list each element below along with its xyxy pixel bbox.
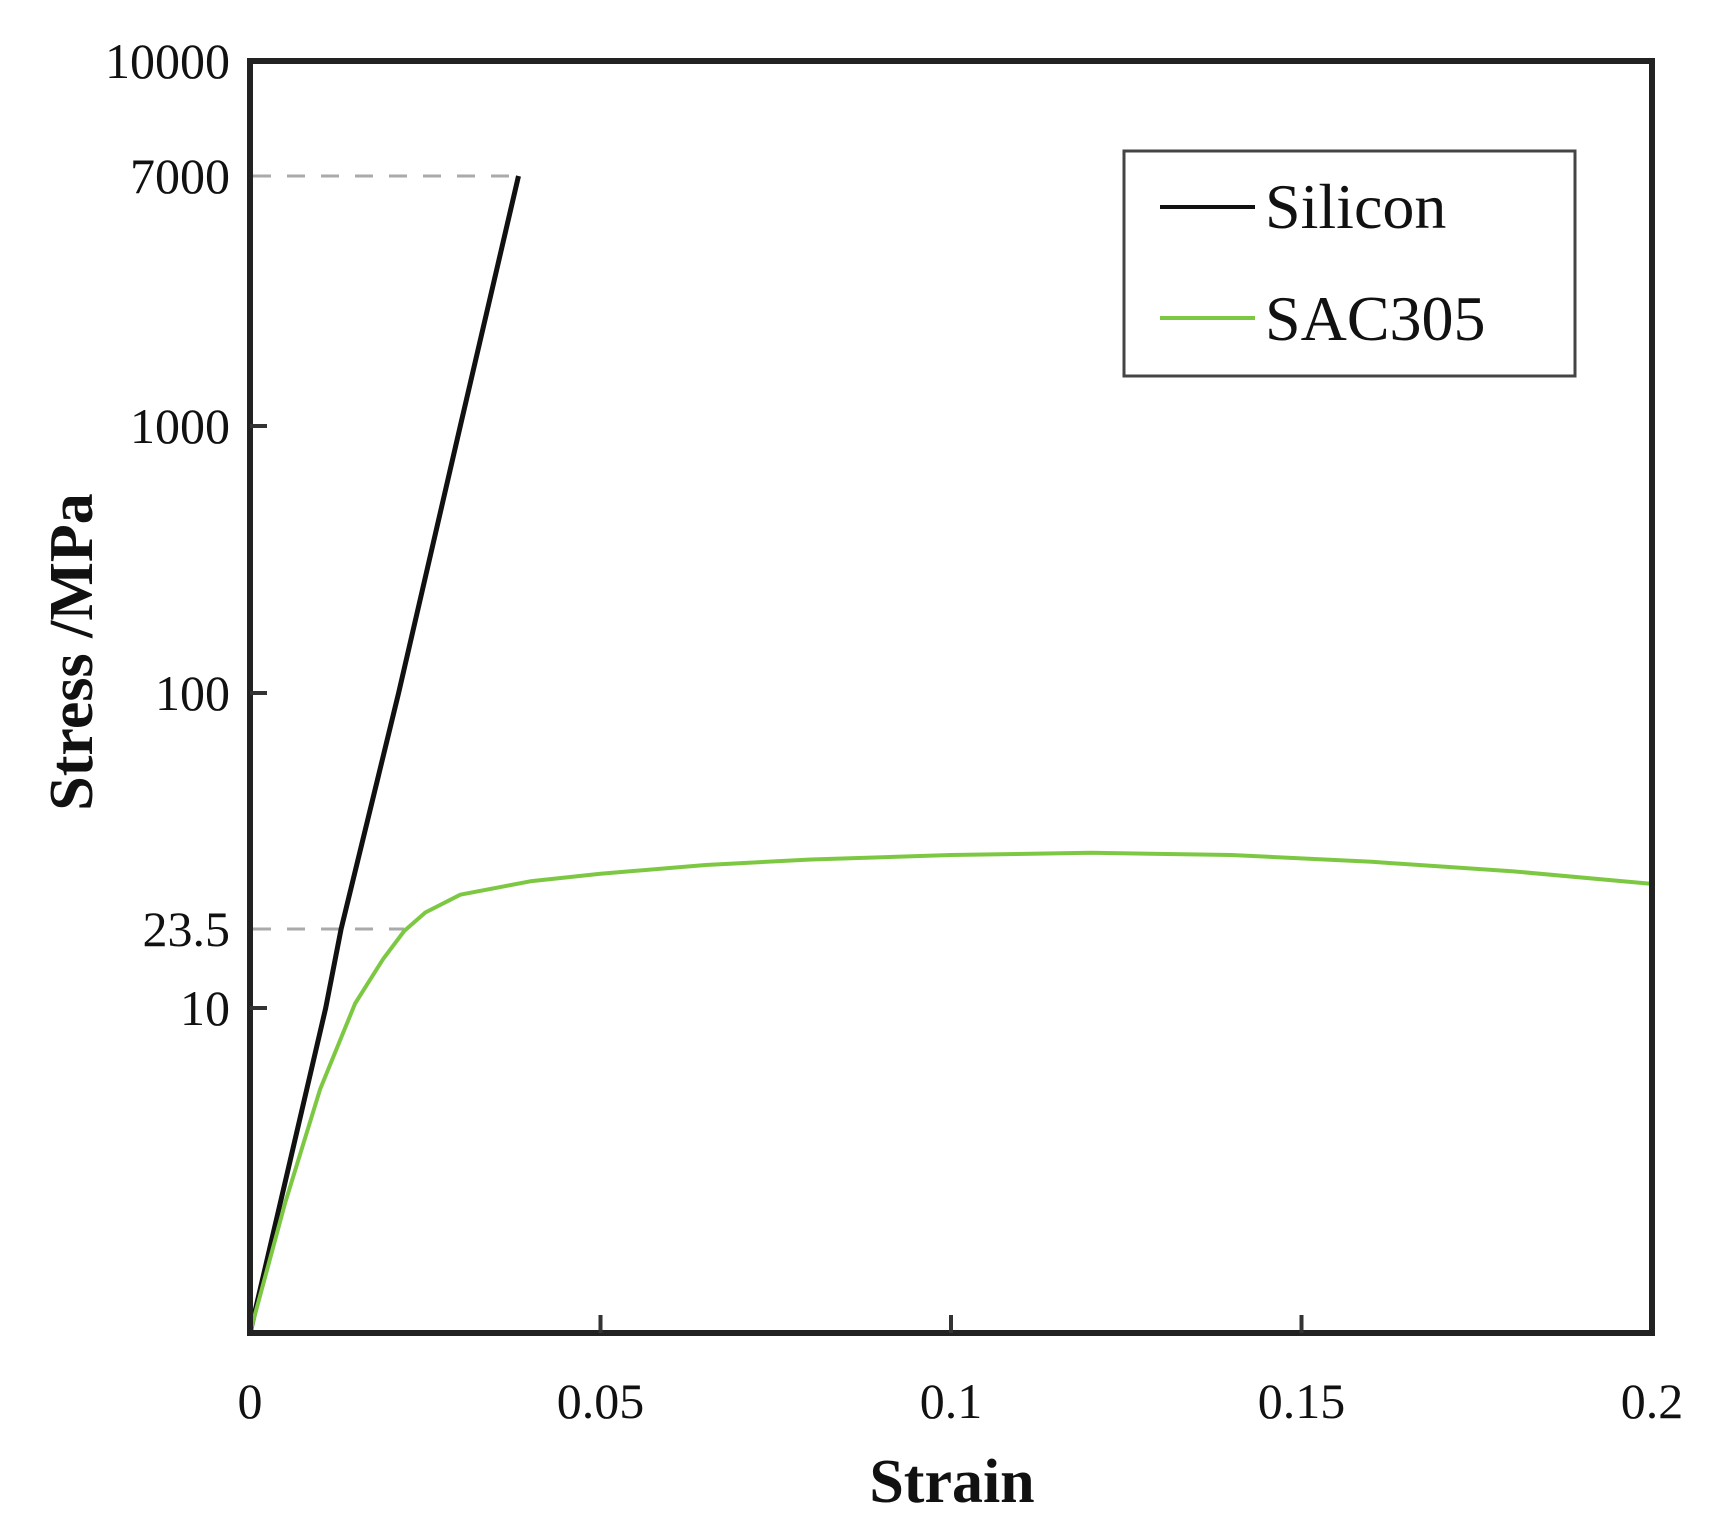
y-tick-label: 1000 bbox=[130, 398, 230, 454]
legend: Silicon SAC305 bbox=[1122, 149, 1577, 378]
x-tick-label: 0 bbox=[238, 1373, 263, 1429]
x-axis-label: Strain bbox=[869, 1448, 1034, 1516]
y-tick-label: 10000 bbox=[105, 33, 230, 89]
x-tick-label: 0.1 bbox=[920, 1373, 983, 1429]
series-line-silicon bbox=[247, 175, 521, 1334]
y-tick-label: 7000 bbox=[130, 148, 230, 204]
legend-box bbox=[1122, 149, 1577, 378]
series-line-sac305 bbox=[248, 850, 1653, 1334]
y-tick-label: 23.5 bbox=[143, 901, 231, 957]
legend-label-sac305: SAC305 bbox=[1265, 283, 1486, 354]
y-tick-label: 10 bbox=[180, 980, 230, 1036]
y-axis-label: Stress /MPa bbox=[38, 493, 106, 810]
x-tick-label: 0.05 bbox=[557, 1373, 645, 1429]
y-tick-label: 100 bbox=[155, 665, 230, 721]
x-tick-label: 0.2 bbox=[1621, 1373, 1684, 1429]
legend-label-silicon: Silicon bbox=[1265, 171, 1446, 242]
x-tick-label: 0.15 bbox=[1258, 1373, 1346, 1429]
